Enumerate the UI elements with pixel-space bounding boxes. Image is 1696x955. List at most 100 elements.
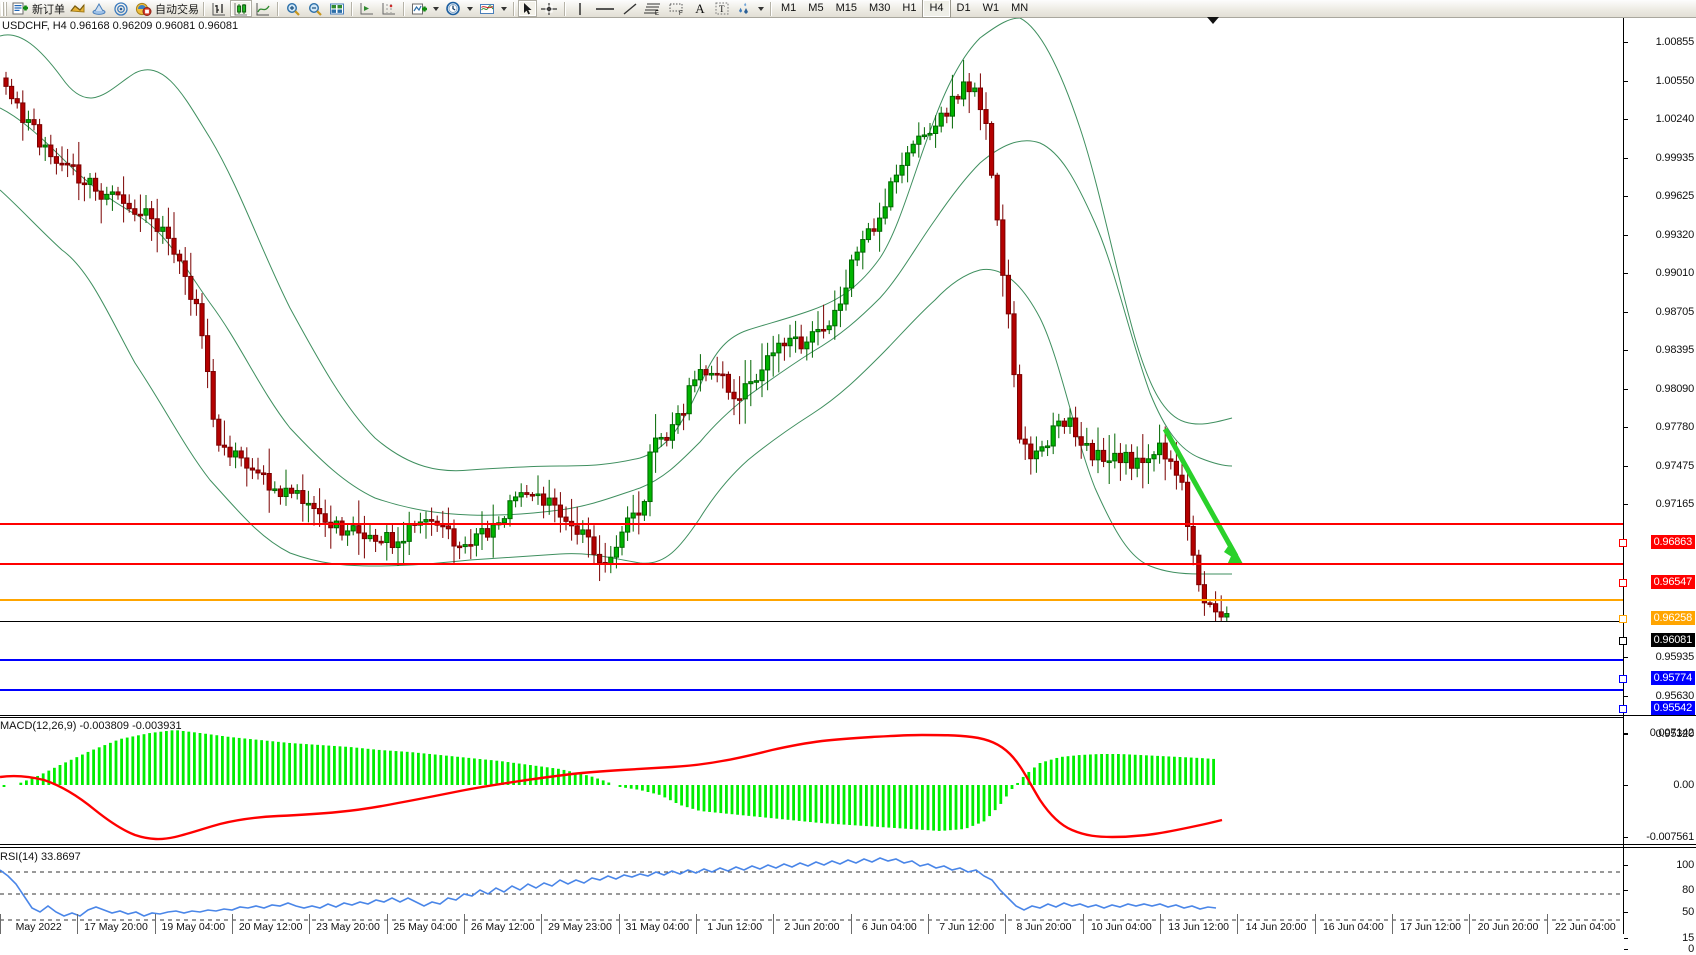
candlestick-type-icon[interactable] [230, 0, 252, 17]
price-pane[interactable] [0, 18, 1624, 622]
candle-body [524, 492, 530, 495]
candle-body [854, 251, 860, 261]
macd-label: MACD(12,26,9) -0.003809 -0.003931 [0, 720, 182, 732]
timeframe-m5[interactable]: M5 [808, 2, 824, 14]
horizontal-line-icon[interactable] [591, 0, 619, 17]
candle-body [686, 385, 692, 415]
signals-icon[interactable] [110, 0, 132, 17]
vertical-line-icon[interactable] [569, 0, 591, 17]
macd-histogram-bar [1173, 756, 1176, 785]
down-arrow-annotation[interactable] [1162, 427, 1243, 565]
price-level-handle[interactable] [1619, 579, 1627, 587]
candle-body [1056, 420, 1062, 427]
chart-plot[interactable]: USDCHF, H4 0.96168 0.96209 0.96081 0.960… [0, 18, 1624, 934]
candle-body [955, 95, 961, 100]
candle-body [697, 369, 703, 381]
equidistant-channel-icon[interactable]: F [665, 0, 689, 17]
macd-histogram-bar [86, 751, 90, 785]
macd-histogram-bar [125, 737, 129, 785]
fibonacci-icon[interactable]: E [641, 0, 665, 17]
line-chart-type-icon[interactable] [252, 0, 274, 17]
tile-windows-icon[interactable] [326, 0, 348, 17]
timeframe-w1[interactable]: W1 [982, 2, 1000, 14]
price-level-handle[interactable] [1619, 675, 1627, 683]
period-icon[interactable] [442, 0, 464, 17]
support-line-2[interactable] [0, 689, 1624, 691]
bar-chart-type-icon[interactable] [208, 0, 230, 17]
timeframe-m30[interactable]: M30 [868, 2, 891, 14]
price-level-label-support[interactable]: 0.95774 [1650, 671, 1695, 685]
templates-icon[interactable] [476, 0, 498, 17]
text-icon[interactable]: A [695, 0, 705, 16]
crosshair-icon[interactable] [537, 0, 561, 17]
grid-icon[interactable] [378, 0, 400, 17]
candle-body [104, 193, 110, 200]
price-axis-label: 0.97475 [1655, 460, 1695, 472]
timeframe-d1[interactable]: D1 [956, 2, 971, 14]
text-label-icon[interactable]: T [711, 0, 733, 17]
price-level-label-resistance[interactable]: 0.96547 [1650, 575, 1695, 589]
auto-trading-label[interactable]: 自动交易 [155, 3, 199, 16]
price-level-handle[interactable] [1619, 615, 1627, 623]
new-order-icon[interactable] [9, 0, 31, 17]
shapes-icon[interactable] [733, 0, 755, 17]
period-dropdown-caret[interactable] [467, 6, 473, 11]
chart-area[interactable]: USDCHF, H4 0.96168 0.96209 0.96081 0.960… [0, 17, 1696, 955]
macd-histogram-bar [506, 762, 510, 785]
macd-histogram-bar [445, 755, 448, 785]
macd-histogram-bar [1133, 754, 1137, 785]
price-level-label-support[interactable]: 0.95542 [1650, 701, 1695, 715]
timeframe-h1[interactable]: H1 [902, 2, 917, 14]
new-order-label[interactable]: 新订单 [32, 3, 65, 16]
price-axis-label: 0.95320 [1655, 728, 1695, 740]
zoom-in-icon[interactable] [282, 0, 304, 17]
price-level-handle[interactable] [1619, 539, 1627, 547]
candle-body [541, 493, 547, 506]
macd-histogram-bar [226, 736, 230, 785]
zoom-out-icon[interactable] [304, 0, 326, 17]
toolbar-grip[interactable] [1, 1, 7, 16]
time-axis-tick [850, 914, 852, 934]
candle-body [1157, 442, 1163, 456]
data-window-icon[interactable] [356, 0, 378, 17]
last-price-line [0, 621, 1624, 622]
toolbar-separator [203, 1, 205, 16]
trendline-icon[interactable] [619, 0, 641, 17]
price-level-label-resistance[interactable]: 0.96863 [1650, 535, 1695, 549]
chart-shift-marker[interactable] [1207, 17, 1219, 24]
macd-histogram-bar [719, 785, 723, 814]
auto-trading-icon[interactable] [132, 0, 154, 17]
macd-histogram-bar [820, 785, 823, 824]
rsi-line [0, 857, 1217, 917]
timeframe-m1[interactable]: M1 [781, 2, 797, 14]
candle-body [574, 525, 580, 535]
macd-histogram-bar [876, 785, 879, 827]
macd-histogram-bar [999, 785, 1003, 804]
rsi-pane[interactable] [0, 850, 1624, 932]
price-axis-label: 0.99010 [1655, 267, 1695, 279]
macd-histogram-bar [400, 751, 403, 785]
indicators-icon[interactable] [408, 0, 430, 17]
timeframe-h4[interactable]: H4 [922, 0, 951, 18]
price-level-lines[interactable] [0, 523, 1624, 622]
candle-body [339, 520, 345, 536]
timeframe-mn[interactable]: MN [1011, 2, 1029, 14]
price-level-handle[interactable] [1619, 637, 1627, 645]
price-level-label-pivot[interactable]: 0.96258 [1650, 611, 1695, 625]
timeframe-m15[interactable]: M15 [835, 2, 857, 14]
macd-histogram-bar [383, 750, 387, 785]
indicators-dropdown-caret[interactable] [433, 6, 439, 11]
macd-histogram-bar [361, 748, 364, 785]
support-line-1[interactable] [0, 659, 1624, 661]
macd-histogram-bar [517, 763, 521, 785]
macd-pane[interactable] [0, 718, 1624, 846]
shapes-dropdown-caret[interactable] [758, 6, 764, 11]
bar-chart-icon[interactable] [66, 0, 88, 17]
cursor-icon[interactable] [518, 0, 537, 17]
macd-histogram-bar [417, 752, 420, 785]
price-axis[interactable]: 1.00855 1.00550 1.00240 0.99935 0.99625 0.993… [1619, 18, 1696, 955]
history-icon[interactable] [88, 0, 110, 17]
price-level-handle[interactable] [1619, 705, 1627, 713]
price-level-label-last-price[interactable]: 0.96081 [1650, 633, 1695, 647]
templates-dropdown-caret[interactable] [501, 6, 507, 11]
